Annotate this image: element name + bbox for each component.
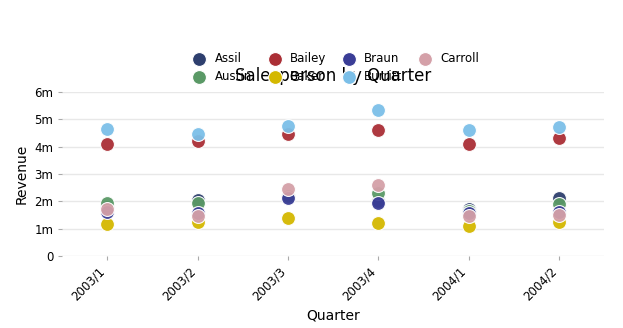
- X-axis label: Quarter: Quarter: [307, 309, 360, 323]
- Assil: [102, 204, 112, 209]
- Legend: Assil, Austin, Bailey, Baker, Braun, Burritt, Carroll: Assil, Austin, Bailey, Baker, Braun, Bur…: [188, 52, 479, 83]
- Bailey: [102, 141, 112, 146]
- Assil: [193, 197, 203, 202]
- Braun: [373, 200, 383, 205]
- Braun: [102, 210, 112, 215]
- Baker: [464, 223, 473, 228]
- Bailey: [554, 136, 564, 141]
- Bailey: [373, 128, 383, 133]
- Baker: [102, 222, 112, 227]
- Burritt: [373, 107, 383, 112]
- Assil: [464, 207, 473, 212]
- Title: Salesperson by Quarter: Salesperson by Quarter: [235, 67, 432, 85]
- Burritt: [283, 123, 293, 129]
- Austin: [283, 193, 293, 198]
- Austin: [102, 200, 112, 205]
- Baker: [373, 220, 383, 226]
- Carroll: [554, 212, 564, 217]
- Baker: [554, 219, 564, 224]
- Braun: [193, 211, 203, 216]
- Braun: [554, 210, 564, 215]
- Bailey: [464, 141, 473, 146]
- Carroll: [464, 214, 473, 219]
- Carroll: [283, 186, 293, 192]
- Austin: [464, 208, 473, 214]
- Y-axis label: Revenue: Revenue: [15, 144, 29, 204]
- Austin: [193, 200, 203, 205]
- Burritt: [554, 125, 564, 130]
- Assil: [373, 198, 383, 204]
- Austin: [373, 190, 383, 195]
- Braun: [283, 196, 293, 201]
- Bailey: [193, 138, 203, 144]
- Burritt: [464, 128, 473, 133]
- Carroll: [373, 182, 383, 187]
- Assil: [283, 195, 293, 200]
- Burritt: [193, 132, 203, 137]
- Burritt: [102, 126, 112, 131]
- Bailey: [283, 132, 293, 137]
- Braun: [464, 211, 473, 216]
- Baker: [193, 219, 203, 224]
- Carroll: [102, 207, 112, 212]
- Austin: [554, 201, 564, 207]
- Carroll: [193, 214, 203, 219]
- Baker: [283, 215, 293, 220]
- Assil: [554, 196, 564, 201]
